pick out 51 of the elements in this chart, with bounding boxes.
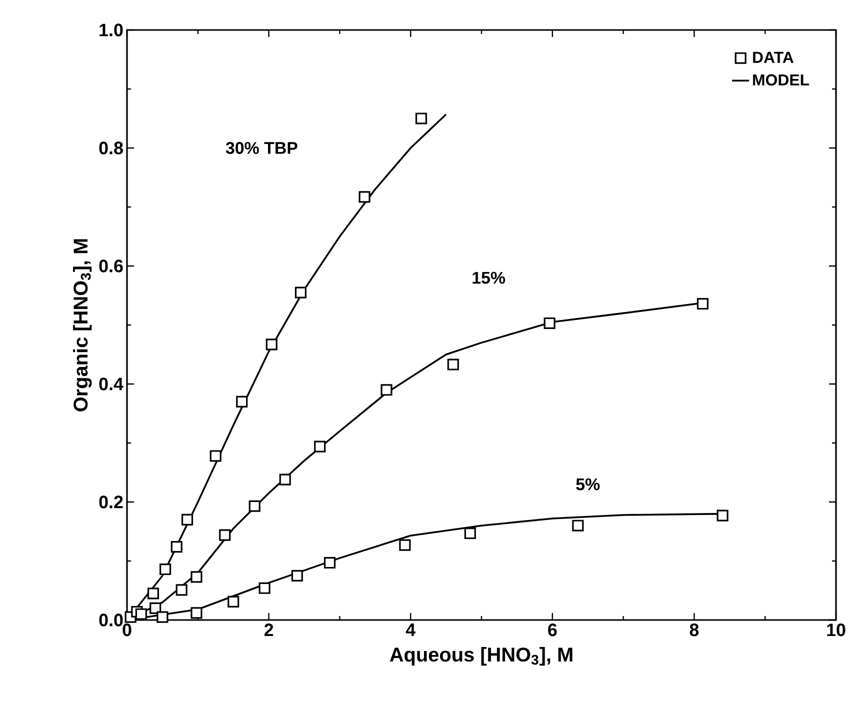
point: [181, 514, 194, 526]
y-tick-label: 0.6: [99, 260, 123, 272]
point: [415, 112, 428, 124]
point: [135, 608, 147, 620]
y-axis-title: Organic [HNO$_{3}$], M: [73, 239, 92, 412]
point: [190, 607, 202, 619]
point: [324, 556, 336, 569]
x-tick-label: 4: [406, 624, 416, 636]
legend-label: MODEL: [753, 74, 810, 86]
x-tick-label: 6: [548, 624, 557, 636]
point: [190, 571, 202, 583]
point: [399, 539, 411, 551]
point: [380, 384, 392, 396]
point: [279, 474, 291, 486]
x-tick-label: 0: [122, 624, 132, 636]
point: [150, 602, 162, 614]
annotation: 30% TBP: [226, 142, 298, 154]
y-tick-label: 0.8: [99, 142, 123, 154]
point: [156, 611, 168, 623]
annotation: 5%: [576, 478, 600, 490]
point: [291, 570, 303, 582]
y-tick-label: 0.4: [99, 378, 124, 390]
point: [210, 450, 222, 462]
point: [219, 529, 231, 541]
annotation: 15%: [472, 272, 506, 284]
x-axis-title: Aqueous [HNO$_{3}$], M: [390, 647, 572, 666]
y-tick-label: 0.2: [99, 496, 123, 508]
point: [447, 358, 459, 370]
point: [170, 541, 182, 553]
point: [314, 440, 326, 452]
point: [294, 286, 306, 298]
y-tick-label: 0.0: [99, 614, 123, 626]
point: [716, 510, 728, 522]
point: [160, 563, 172, 576]
x-tick-label: 2: [264, 624, 274, 636]
point: [358, 191, 370, 203]
point: [258, 582, 270, 594]
point: [248, 500, 260, 512]
point: [176, 584, 188, 596]
x-tick-label: 10: [827, 624, 846, 636]
point: [544, 317, 556, 330]
point: [236, 396, 248, 408]
point: [696, 298, 708, 310]
y-tick-label: 1.0: [100, 24, 123, 36]
point: [572, 520, 584, 532]
point: [228, 596, 240, 608]
legend-label: DATA: [753, 52, 794, 63]
point: [464, 527, 476, 540]
point: [266, 338, 278, 350]
point: [147, 588, 160, 600]
x-tick-label: 8: [690, 624, 699, 636]
